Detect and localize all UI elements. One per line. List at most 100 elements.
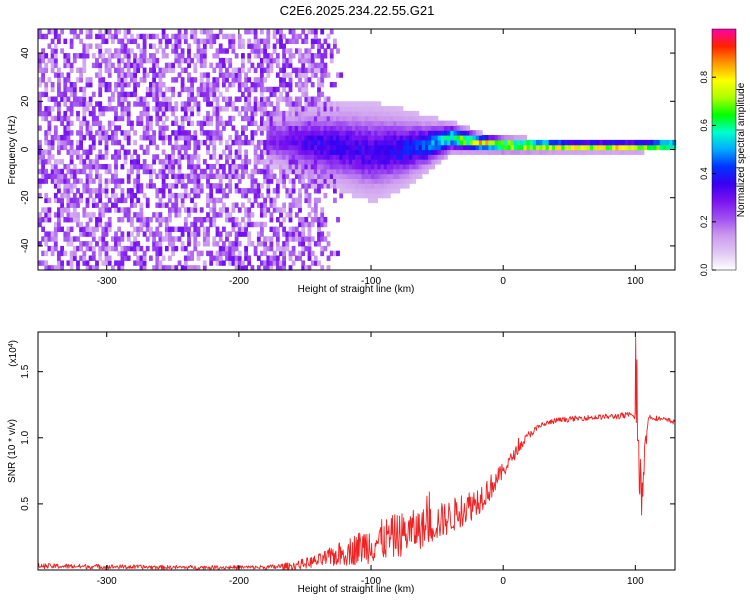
spectrogram-cell <box>272 207 277 213</box>
spectrogram-cell <box>294 255 299 261</box>
spectrogram-cell <box>130 221 134 228</box>
spectrogram-cell <box>304 221 309 228</box>
spectrogram-cell <box>456 139 461 146</box>
spectrogram-cell <box>57 101 61 107</box>
spectrogram-cell <box>66 125 71 131</box>
spectrogram-cell <box>107 86 112 93</box>
spectrogram-cell <box>120 115 125 122</box>
spectrogram-cell <box>405 110 410 117</box>
spectrogram-cell <box>66 241 71 247</box>
spectrogram-cell <box>551 139 556 146</box>
spectrogram-cell <box>241 265 245 271</box>
spectrogram-cell <box>383 178 388 184</box>
spectrogram-cell <box>66 53 71 59</box>
spectrogram-cell <box>317 168 321 175</box>
spectrogram-cell <box>275 192 280 199</box>
spectrogram-cell <box>98 207 103 213</box>
spectrogram-cell <box>409 115 413 122</box>
spectrogram-cell <box>212 202 217 208</box>
spectrogram-cell <box>282 125 286 131</box>
spectrogram-cell <box>88 164 93 170</box>
spectrogram-cell <box>301 139 306 146</box>
spectrogram-cell <box>130 91 134 98</box>
spectrogram-cell <box>288 96 293 102</box>
spectrogram-cell <box>415 110 420 117</box>
spectrogram-cell <box>345 164 350 170</box>
spectrogram-cell <box>377 110 382 117</box>
spectrogram-cell <box>294 236 299 242</box>
spectrogram-cell <box>164 106 169 112</box>
spectrogram-cell <box>126 173 131 179</box>
spectrogram-cell <box>168 207 172 213</box>
spectrogram-cell <box>386 159 391 165</box>
spectrogram-cell <box>279 260 283 266</box>
spectrogram-cell <box>158 91 163 98</box>
spectrogram-cell <box>298 231 302 237</box>
spectrogram-cell <box>494 149 499 155</box>
spectrogram-cell <box>415 168 420 175</box>
spectrogram-cell <box>285 101 290 107</box>
spectrogram-cell <box>247 188 252 194</box>
spectrogram-cell <box>142 250 147 257</box>
spectrogram-cell <box>215 101 220 107</box>
spectrogram-cell <box>291 38 296 44</box>
spectrogram-cell <box>228 38 233 44</box>
spectrogram-cell <box>79 53 83 59</box>
spectrogram-cell <box>50 178 55 184</box>
spectrogram-cell <box>120 101 125 107</box>
spectrogram-cell <box>171 154 175 160</box>
spectrogram-cell <box>79 38 83 44</box>
spectrogram-cell <box>247 159 252 165</box>
spectrogram-cell <box>60 144 64 151</box>
spectrogram-cell <box>231 217 236 223</box>
spectrogram-cell <box>209 168 214 175</box>
spectrogram-cell <box>164 43 169 49</box>
spectrogram-cell <box>282 231 286 237</box>
spectrogram-cell <box>253 149 258 155</box>
spectrogram-cell <box>114 207 118 213</box>
colorbar-label: Normalized spectral amplitude <box>736 82 747 217</box>
spectrogram-cell <box>298 173 302 179</box>
spectrogram-cell <box>269 120 274 126</box>
spectrogram-cell <box>177 168 182 175</box>
spectrogram-cell <box>329 125 334 131</box>
spectrogram-cell <box>371 178 375 184</box>
spectrogram-cell <box>228 82 233 88</box>
spectrogram-cell <box>285 82 290 88</box>
spectrogram-cell <box>91 110 96 117</box>
spectrogram-cell <box>155 144 160 151</box>
spectrogram-cell <box>383 139 388 146</box>
spectrogram-cell <box>107 62 112 69</box>
spectrogram-cell <box>174 33 179 40</box>
spectrogram-cell <box>111 154 115 160</box>
spectrogram-cell <box>434 139 439 146</box>
spectrogram-cell <box>41 48 45 54</box>
spectrogram-cell <box>72 29 77 35</box>
spectrogram-cell <box>111 178 115 184</box>
spectrogram-cell <box>139 226 144 232</box>
spectrogram-cell <box>567 139 572 146</box>
spectrogram-cell <box>380 154 385 160</box>
spectrogram-cell <box>187 139 191 146</box>
spectrogram-cell <box>171 110 175 117</box>
spectrogram-cell <box>428 159 432 165</box>
spectrogram-cell <box>390 139 394 146</box>
spectrogram-cell <box>177 164 182 170</box>
spectrogram-cell <box>313 130 318 136</box>
spectrogram-cell <box>291 231 296 237</box>
spectrogram-cell <box>418 115 423 122</box>
spectrogram-cell <box>317 139 321 146</box>
spectrogram-cell <box>405 130 410 136</box>
spectrogram-cell <box>158 72 163 78</box>
spectrogram-cell <box>285 188 290 194</box>
spectrogram-cell <box>634 139 639 146</box>
spectrogram-cell <box>285 72 290 78</box>
spectrogram-cell <box>196 255 201 261</box>
spectrogram-cell <box>47 57 52 64</box>
spectrogram-cell <box>266 236 271 242</box>
spectrogram-cell <box>291 164 296 170</box>
spectrogram-cell <box>98 192 103 199</box>
spectrogram-cell <box>374 159 378 165</box>
spectrogram-cell <box>282 139 286 146</box>
spectrogram-cell <box>279 38 283 44</box>
